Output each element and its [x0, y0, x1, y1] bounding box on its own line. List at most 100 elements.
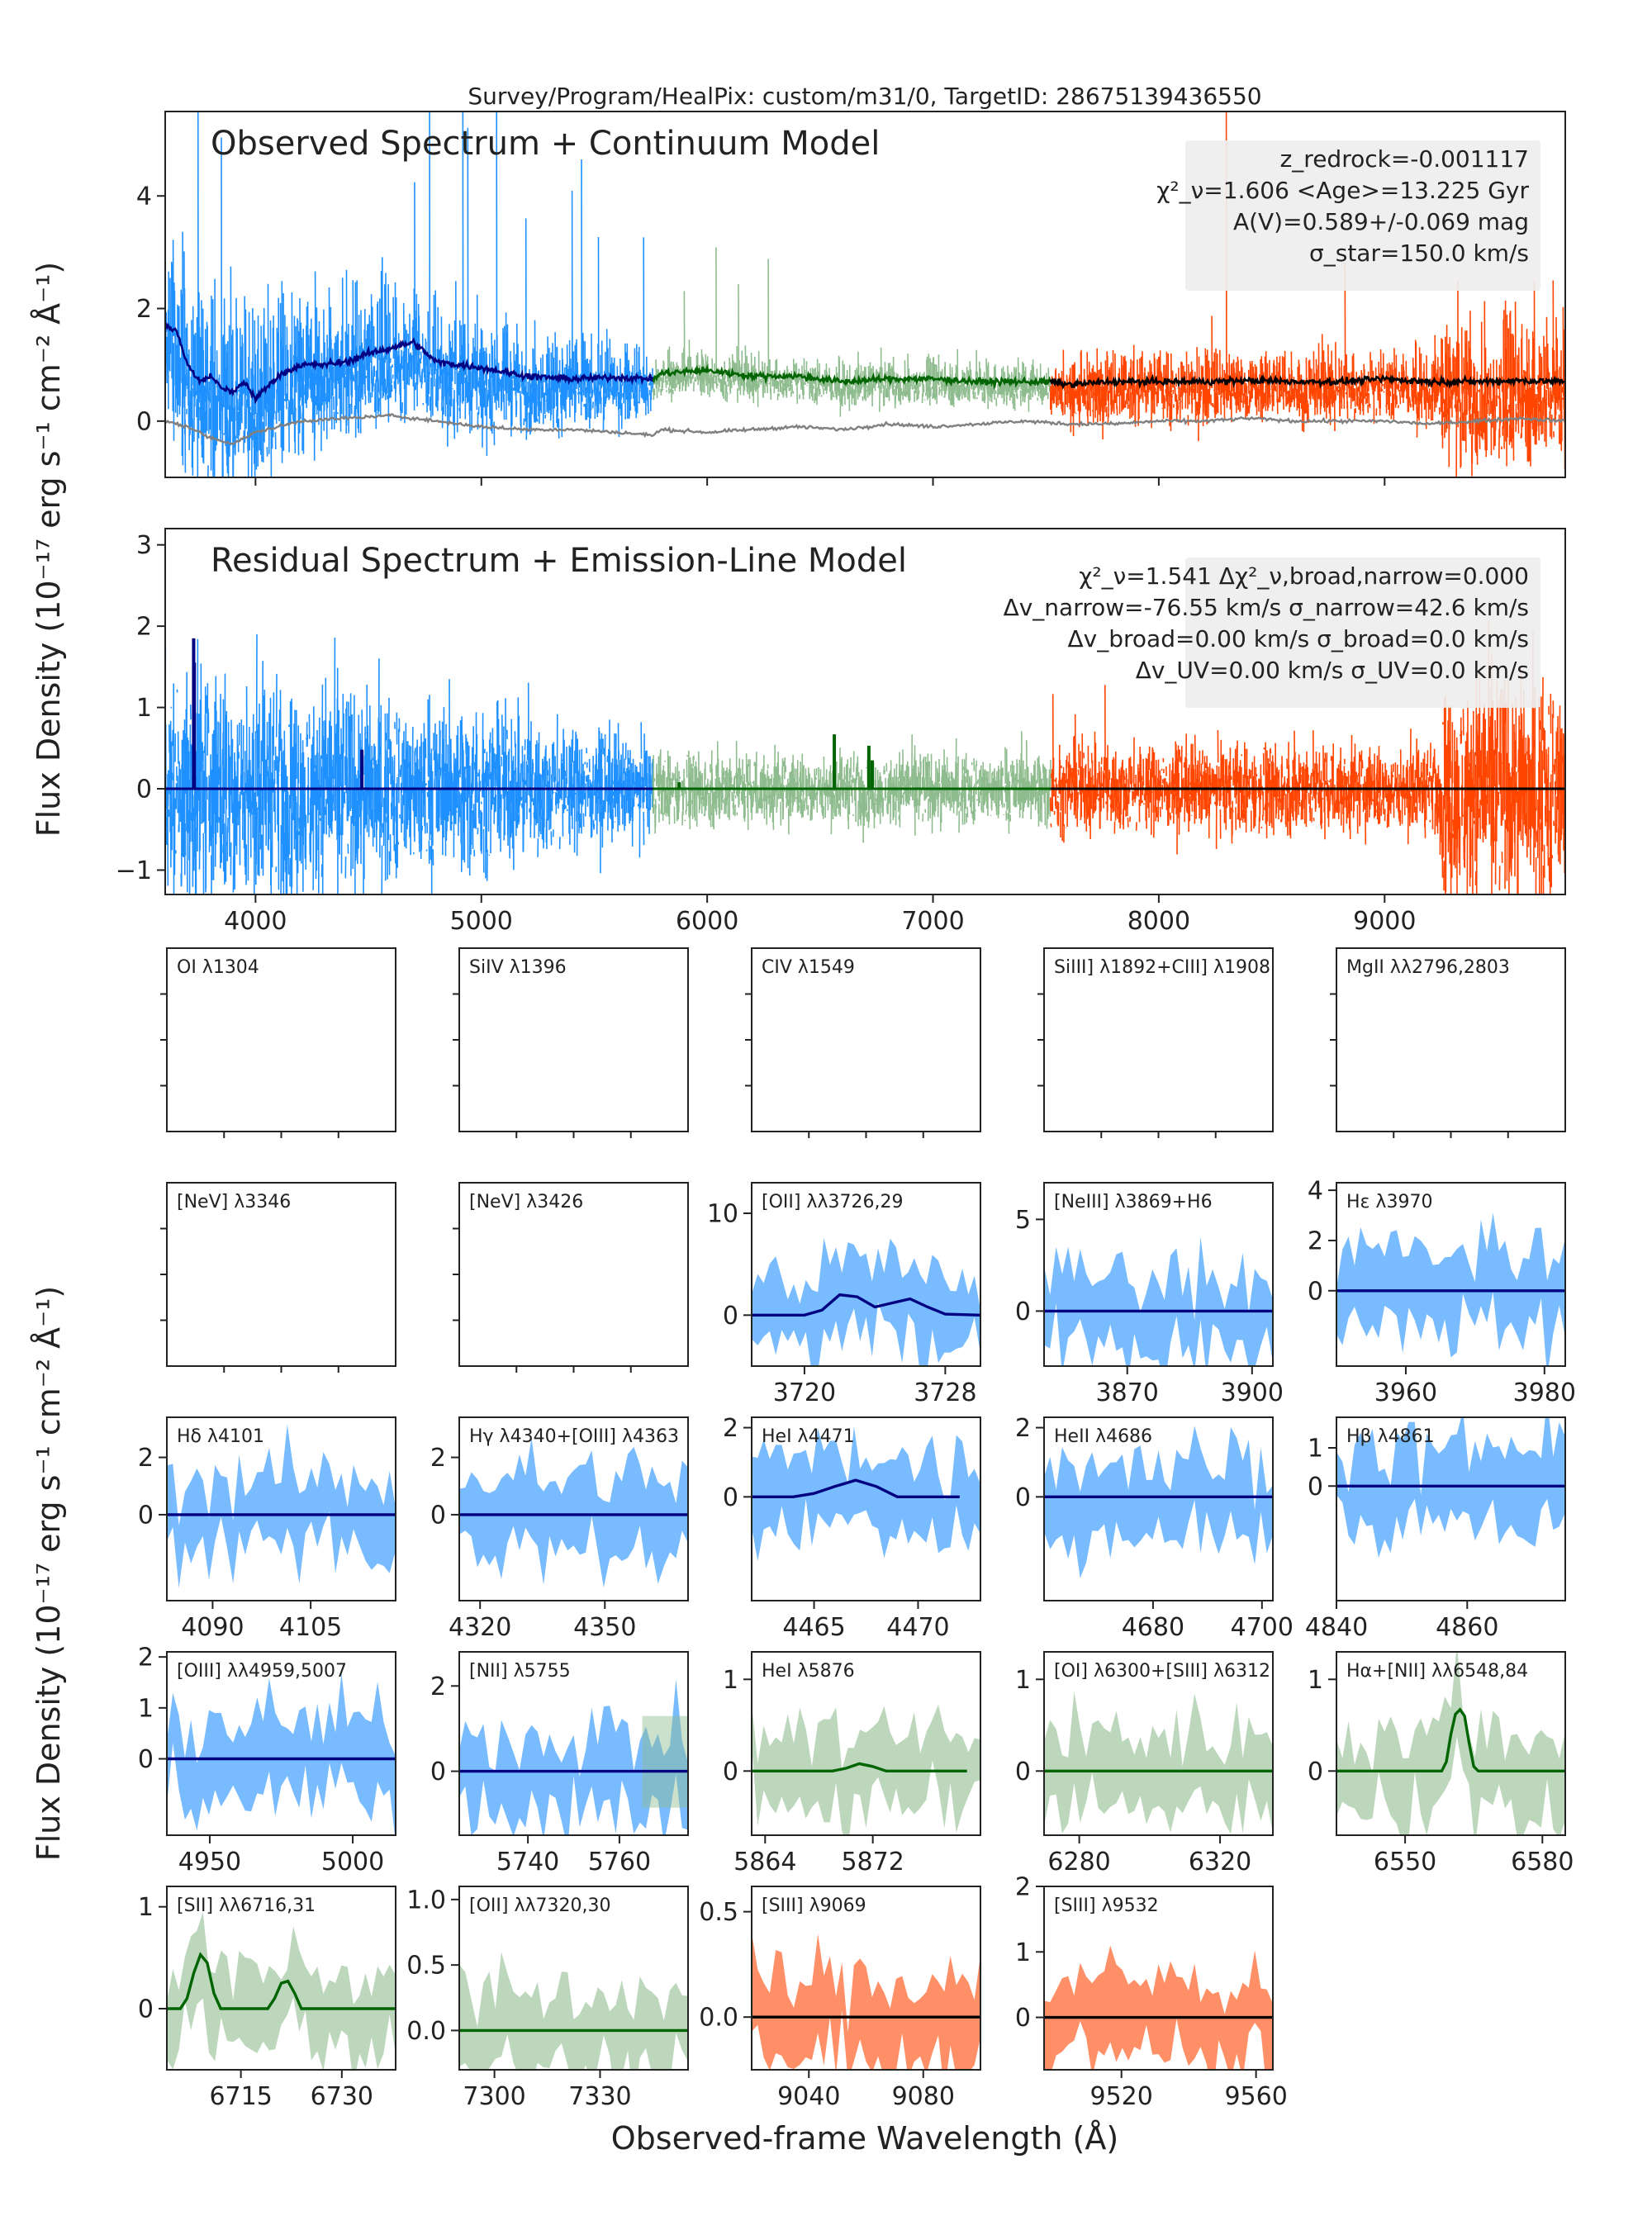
flux-uncertainty-band [1044, 1236, 1273, 1366]
continuum-alt-line [165, 412, 1565, 446]
x-tick-label: 4320 [449, 1613, 511, 1642]
info-line: Δv_narrow=-76.55 km/s σ_narrow=42.6 km/s [1004, 594, 1529, 621]
line-panel-title: [NII] λ5755 [469, 1661, 571, 1682]
y-tick-label: 0 [138, 1745, 154, 1774]
line-panel-frame [166, 1651, 396, 1836]
line-panel-frame [751, 1182, 981, 1367]
emission-model-line [752, 1478, 960, 1498]
y-tick-label: 4 [136, 183, 152, 211]
flux-uncertainty-band [167, 1672, 396, 1835]
emission-model-line [752, 1762, 967, 1772]
y-tick-label: 2 [1015, 1873, 1031, 1902]
y-tick-label: 0.0 [699, 2004, 738, 2033]
x-tick-label: 9520 [1090, 2082, 1153, 2111]
y-tick-label: 0 [136, 407, 152, 436]
line-panel-plot [752, 1426, 980, 1561]
y-tick-label: 2 [1308, 1226, 1323, 1255]
line-panel-title: HeI λ5876 [762, 1661, 855, 1682]
line-panel-plot [752, 1237, 980, 1366]
figure-title: Survey/Program/HealPix: custom/m31/0, Ta… [468, 83, 1261, 110]
x-tick-label: 3960 [1374, 1378, 1437, 1407]
residual-plot [165, 619, 1565, 894]
line-panel-title: [SII] λλ6716,31 [177, 1896, 316, 1916]
y-tick-label: 4 [1308, 1177, 1323, 1206]
y-tick-label: 0 [430, 1501, 446, 1530]
residual-data-series [652, 731, 1051, 843]
flux-uncertainty-band [1336, 1417, 1565, 1559]
y-tick-label: 1 [1015, 1938, 1031, 1967]
y-tick-label: 2 [138, 1644, 154, 1672]
x-tick-label: 3900 [1221, 1378, 1284, 1407]
line-panel-title: Hγ λ4340+[OIII] λ4363 [469, 1426, 679, 1447]
y-tick-label: 0 [1015, 1483, 1031, 1512]
x-tick-label: 3980 [1513, 1378, 1576, 1407]
line-panel-frame [1043, 1182, 1274, 1367]
line-panel-frame [751, 1651, 981, 1836]
observed-plot [165, 112, 1565, 477]
x-tick-label: 7000 [901, 907, 964, 936]
y-tick-label: 2 [136, 613, 152, 642]
y-tick-label: 1 [1308, 1666, 1323, 1695]
line-panel-plot [459, 1679, 688, 1835]
x-tick-label: 3728 [914, 1378, 976, 1407]
line-panel-frame [166, 1886, 396, 2071]
line-panel-frame [751, 1886, 981, 2071]
x-tick-label: 4860 [1436, 1613, 1498, 1642]
info-line: A(V)=0.589+/-0.069 mag [1233, 208, 1529, 235]
line-panel-title: [OII] λλ3726,29 [762, 1192, 903, 1212]
flux-uncertainty-band [1336, 1652, 1565, 1835]
line-panel-title: Hα+[NII] λλ6548,84 [1346, 1661, 1528, 1682]
y-tick-label: 0 [723, 1758, 738, 1786]
y-tick-label: 0 [430, 1758, 446, 1786]
x-tick-label: 9040 [777, 2082, 840, 2111]
line-panel-frame [1336, 1182, 1566, 1367]
y-tick-label: 0 [138, 1995, 154, 2024]
y-tick-label: 0.5 [699, 1898, 738, 1927]
x-tick-label: 8000 [1127, 907, 1190, 936]
line-panel-frame [166, 1416, 396, 1601]
line-panel-frame [1043, 1886, 1274, 2071]
line-panel-plot [167, 1672, 396, 1835]
line-panel-plot [1336, 1652, 1565, 1835]
y-tick-label: 0 [1308, 1473, 1323, 1502]
line-panel-title: SiIII] λ1892+CIII] λ1908 [1054, 957, 1270, 978]
y-tick-label: 0.0 [406, 2017, 446, 2046]
x-tick-label: 4470 [886, 1613, 949, 1642]
x-tick-label: 7300 [463, 2082, 525, 2111]
y-tick-label: 1.0 [406, 1886, 446, 1914]
line-panel-title: [NeIII] λ3869+H6 [1054, 1192, 1213, 1212]
y-tick-label: 1 [136, 694, 152, 723]
line-panel-title: [SIII] λ9069 [762, 1896, 866, 1916]
flux-uncertainty-band [752, 1426, 980, 1561]
flux-uncertainty-band [167, 1424, 396, 1588]
x-tick-label: 4000 [224, 907, 287, 936]
y-tick-label: 2 [138, 1444, 154, 1473]
line-panel-plot [459, 1952, 688, 2070]
y-tick-label: 0 [1308, 1277, 1323, 1306]
flux-uncertainty-band [459, 1952, 688, 2070]
y-tick-label: 0 [138, 1501, 154, 1530]
line-panel-title: Hε λ3970 [1346, 1192, 1432, 1212]
flux-uncertainty-band [752, 1237, 980, 1366]
x-tick-label: 6580 [1511, 1848, 1574, 1877]
line-panel-frame [1043, 1416, 1274, 1601]
line-panel-frame [1336, 1651, 1566, 1836]
info-line: Δv_broad=0.00 km/s σ_broad=0.0 km/s [1068, 625, 1529, 652]
line-panel-plot [1044, 1426, 1273, 1578]
line-panel-plot [752, 1933, 980, 2070]
flux-uncertainty-band [1336, 1212, 1565, 1366]
observed-data-series [652, 247, 1051, 417]
emission-model-line [1336, 1707, 1565, 1772]
line-panel-plot [1336, 1417, 1565, 1559]
x-tick-label: 6000 [676, 907, 738, 936]
observed-panel-label: Observed Spectrum + Continuum Model [211, 125, 880, 163]
line-panel-title: [SIII] λ9532 [1054, 1896, 1159, 1916]
x-tick-label: 4090 [181, 1613, 244, 1642]
flux-uncertainty-band [167, 1911, 396, 2070]
info-line: σ_star=150.0 km/s [1309, 240, 1529, 267]
x-axis-label: Observed-frame Wavelength (Å) [611, 2120, 1118, 2156]
emission-model-line [167, 1952, 396, 2010]
line-panel-title: CIV λ1549 [762, 957, 855, 978]
line-panel-title: HeI λ4471 [762, 1426, 855, 1447]
info-line: χ²_ν=1.541 Δχ²_ν,broad,narrow=0.000 [1079, 562, 1529, 590]
